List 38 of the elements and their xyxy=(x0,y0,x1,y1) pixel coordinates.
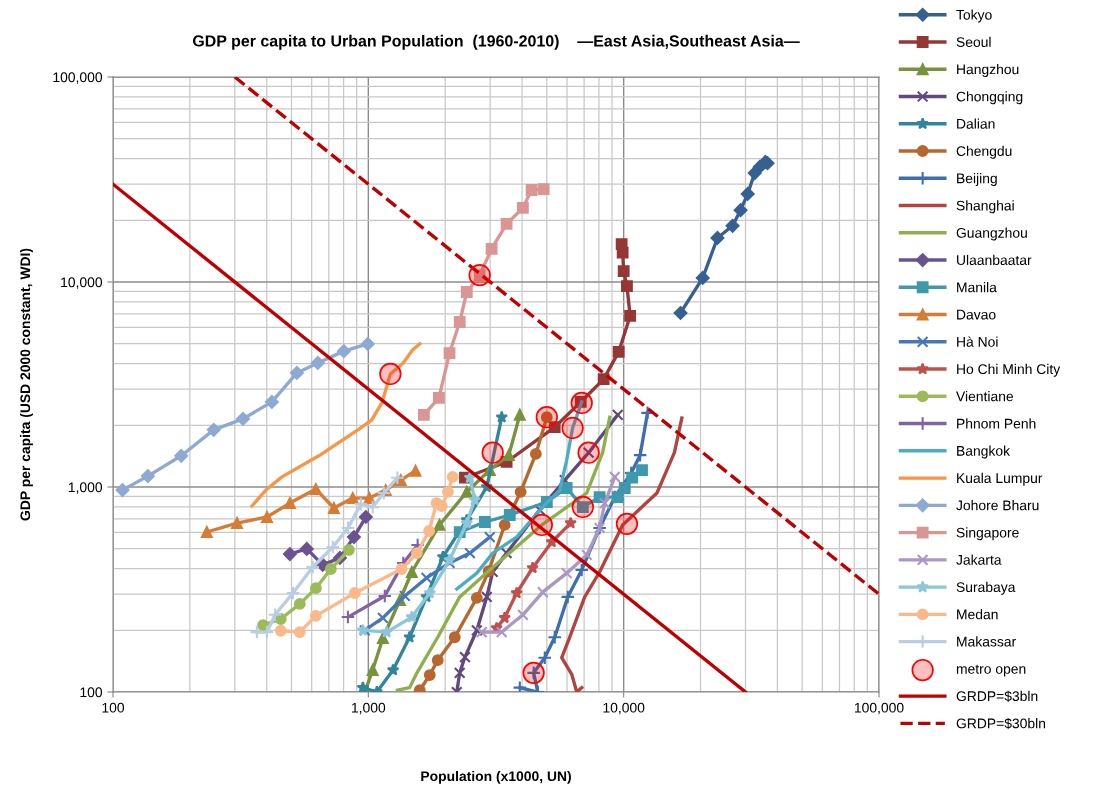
x-axis-title: Population (x1000, UN) xyxy=(421,770,571,784)
legend-label: Seoul xyxy=(956,36,991,47)
legend-label: Beijing xyxy=(957,173,997,187)
legend-label: Guangzhou xyxy=(956,227,1027,241)
x-tick-label: 1,000 xyxy=(352,702,386,715)
y-tick-label: 10,000 xyxy=(61,277,103,289)
legend-label: GRDP=$3bln xyxy=(956,690,1038,702)
legend-label: Ulaanbaatar xyxy=(957,254,1032,266)
x-tick-label: 100,000 xyxy=(854,702,904,715)
legend-label: Shanghai xyxy=(956,200,1014,214)
legend-label: Chengdu xyxy=(956,145,1012,159)
x-tick-label: 100 xyxy=(102,702,125,713)
y-axis-title: GDP per capita (USD 2000 constant, WDI) xyxy=(19,248,33,521)
y-tick-label: 100 xyxy=(80,687,103,698)
legend-label: Kuala Lumpur xyxy=(957,472,1043,486)
legend-label: Hangzhou xyxy=(957,64,1019,77)
legend-label: Hà Noi xyxy=(957,336,998,347)
chart-title: GDP per capita to Urban Population (1960-2010) —East Asia,Southeast Asia— xyxy=(192,34,800,50)
legend-label: Ho Chi Minh City xyxy=(957,363,1061,377)
legend-label: Jakarta xyxy=(956,554,1002,565)
y-tick-label: 100,000 xyxy=(53,72,103,84)
legend-label: Singapore xyxy=(956,527,1019,541)
legend-label: Medan xyxy=(957,609,998,620)
legend-label: Manila xyxy=(957,282,997,293)
legend-label: metro open xyxy=(956,664,1026,677)
y-tick-label: 1,000 xyxy=(68,482,103,494)
legend-label: Vientiane xyxy=(956,391,1014,402)
legend-label: Dalian xyxy=(957,118,995,129)
legend-label: Surabaya xyxy=(956,581,1016,595)
legend-label: Davao xyxy=(957,309,996,320)
legend-label: Phnom Penh xyxy=(957,418,1036,429)
legend-label: Chongqing xyxy=(956,91,1023,105)
legend-label: Makassar xyxy=(957,636,1016,647)
x-tick-label: 10,000 xyxy=(603,702,645,715)
legend-label: Tokyo xyxy=(956,9,992,23)
legend-label: GRDP=$30bln xyxy=(956,717,1046,730)
legend-label: Bangkok xyxy=(957,445,1011,459)
legend-label: Johore Bharu xyxy=(956,500,1039,511)
